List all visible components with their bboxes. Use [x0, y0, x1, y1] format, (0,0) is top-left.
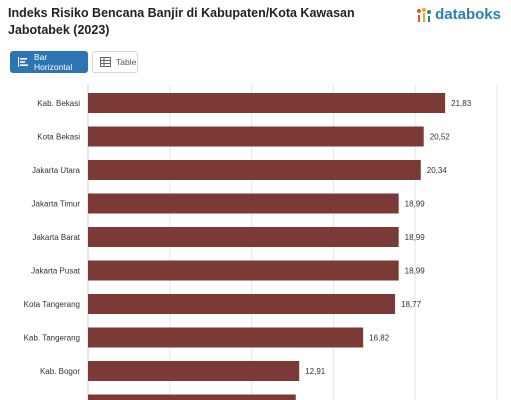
bar-horizontal-label: Bar Horizontal [34, 52, 73, 72]
category-label: Jakarta Timur [32, 200, 81, 209]
bar-chart: Kab. Bekasi 21,83 Kota Bekasi 20,52 Jakarta … [24, 84, 498, 400]
data-label: 16,82 [369, 334, 390, 343]
category-label: Kota Bekasi [37, 133, 80, 142]
data-label: 18,99 [405, 267, 426, 276]
category-label: Kab. Tangerang [24, 334, 80, 343]
bar[interactable] [88, 126, 424, 147]
table-button[interactable]: Table [92, 51, 138, 73]
category-label: Kab. Bogor [40, 367, 80, 376]
bar[interactable] [88, 361, 300, 381]
bar-chart-icon [18, 57, 28, 67]
bar[interactable] [88, 327, 364, 348]
bar[interactable] [88, 93, 446, 113]
category-label: Jakarta Utara [32, 166, 81, 175]
bar-horizontal-button[interactable]: Bar Horizontal [10, 51, 88, 73]
data-label: 20,52 [430, 133, 451, 142]
category-label: Kab. Bekasi [37, 99, 80, 108]
databoks-logo-icon [417, 7, 432, 22]
bar[interactable] [88, 227, 399, 247]
category-label: Kota Tangerang [24, 300, 80, 309]
brand-logo: databoks [416, 6, 501, 23]
bar[interactable] [88, 294, 396, 314]
table-label: Table [116, 57, 137, 67]
chart-title: Indeks Risiko Bencana Banjir di Kabupate… [8, 6, 355, 37]
bar[interactable] [88, 160, 421, 180]
category-label: Jakarta Pusat [31, 267, 81, 276]
category-label: Jakarta Barat [32, 233, 80, 242]
bar[interactable] [88, 394, 296, 400]
data-label: 21,83 [451, 99, 472, 108]
brand-name: databoks [435, 6, 501, 23]
table-icon [100, 57, 111, 67]
bar[interactable] [88, 193, 399, 214]
bar[interactable] [88, 260, 399, 281]
data-label: 12,91 [305, 367, 326, 376]
data-label: 18,77 [401, 300, 422, 309]
data-label: 18,99 [405, 233, 426, 242]
data-label: 18,99 [405, 200, 426, 209]
data-label: 20,34 [427, 166, 448, 175]
